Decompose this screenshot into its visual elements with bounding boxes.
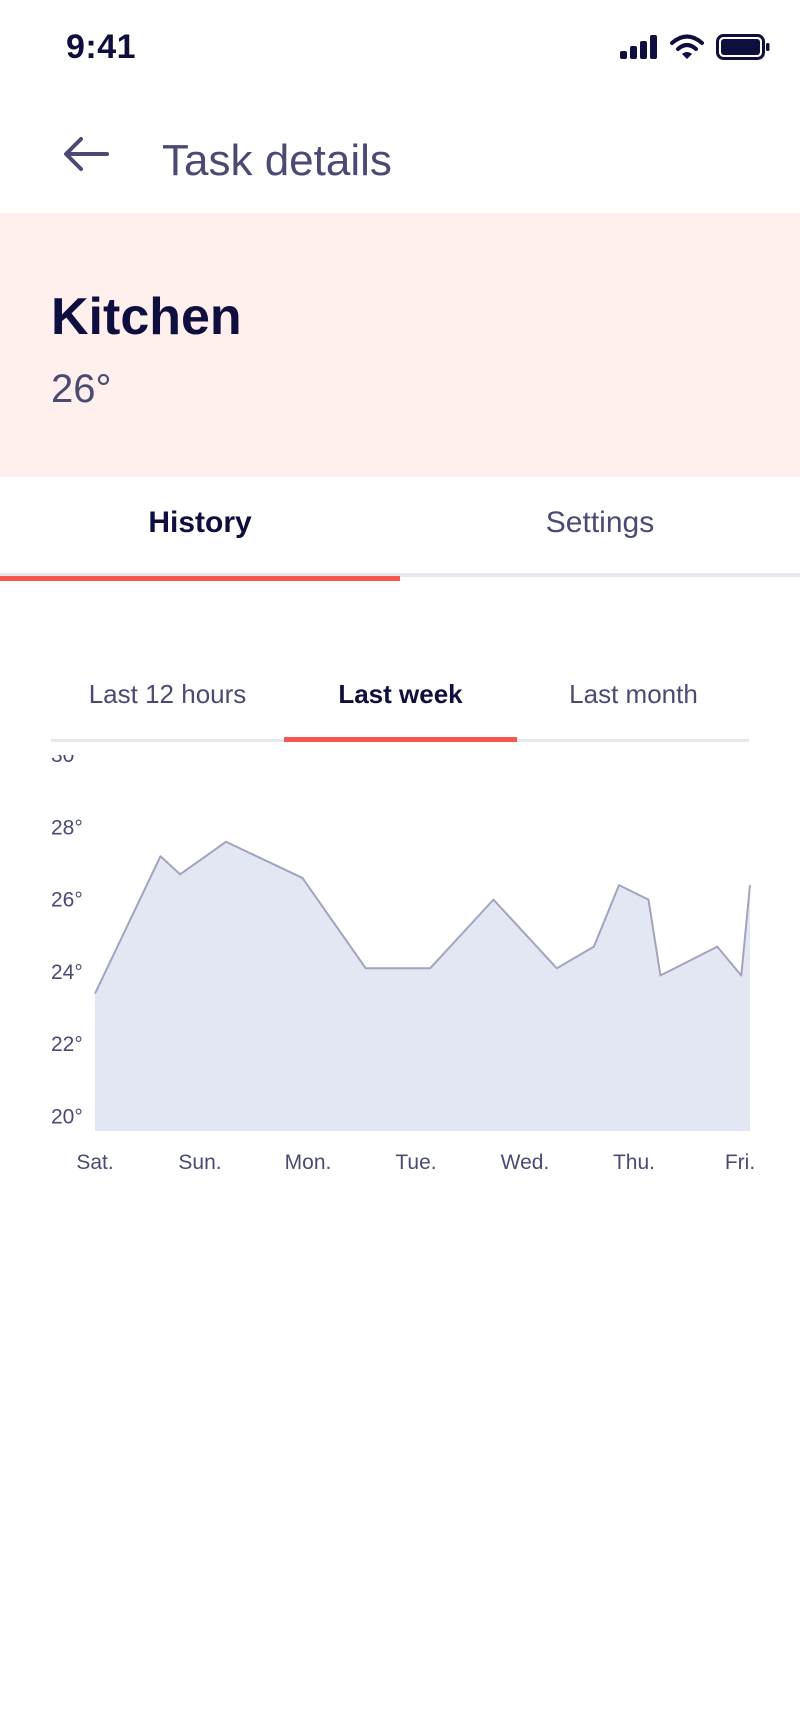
x-tick-label: Tue.: [395, 1151, 436, 1174]
chart-series-line: [94, 840, 751, 995]
x-tick-label: Fri.: [725, 1151, 755, 1174]
main-tabs: History Settings: [0, 477, 800, 581]
app-header: Task details: [0, 110, 800, 210]
tab-history[interactable]: History: [0, 477, 400, 581]
temperature-history-chart: 20° 22° 24° 26° 28° 30° Sat. Sun. Mon. Tue. Wed. Th…: [51, 755, 755, 1174]
status-icons: [620, 34, 770, 60]
y-tick-label: 28°: [51, 816, 83, 839]
tab-settings[interactable]: Settings: [545, 506, 655, 539]
x-tick-label: Thu.: [613, 1151, 655, 1174]
x-tick-label: Wed.: [501, 1151, 550, 1174]
current-temperature: 26°: [51, 367, 112, 411]
chart-area-fill: [95, 841, 750, 1131]
y-tick-label: 30°: [51, 755, 83, 767]
signal-icon: [620, 35, 657, 59]
status-time: 9:41: [66, 28, 137, 66]
range-tab-last-12-hours[interactable]: Last 12 hours: [88, 678, 247, 709]
y-tick-label: 24°: [51, 961, 83, 984]
x-tick-label: Sat.: [76, 1151, 113, 1174]
y-tick-label: 20°: [51, 1106, 83, 1129]
room-summary: Kitchen 26°: [0, 213, 800, 477]
status-bar: 9:41: [0, 0, 800, 96]
y-tick-label: 22°: [51, 1033, 83, 1056]
page-title: Task details: [162, 136, 392, 185]
battery-icon: [716, 34, 770, 60]
x-tick-label: Sun.: [178, 1151, 221, 1174]
range-tab-last-month[interactable]: Last month: [569, 678, 698, 709]
y-tick-label: 26°: [51, 889, 83, 912]
wifi-icon: [670, 34, 704, 59]
x-tick-label: Mon.: [285, 1151, 332, 1174]
range-tab-last-week[interactable]: Last week: [284, 655, 517, 742]
back-button[interactable]: [58, 130, 114, 178]
range-tabs: Last 12 hours Last week Last month: [51, 655, 749, 742]
arrow-left-icon: [64, 137, 109, 171]
room-name: Kitchen: [51, 288, 242, 346]
